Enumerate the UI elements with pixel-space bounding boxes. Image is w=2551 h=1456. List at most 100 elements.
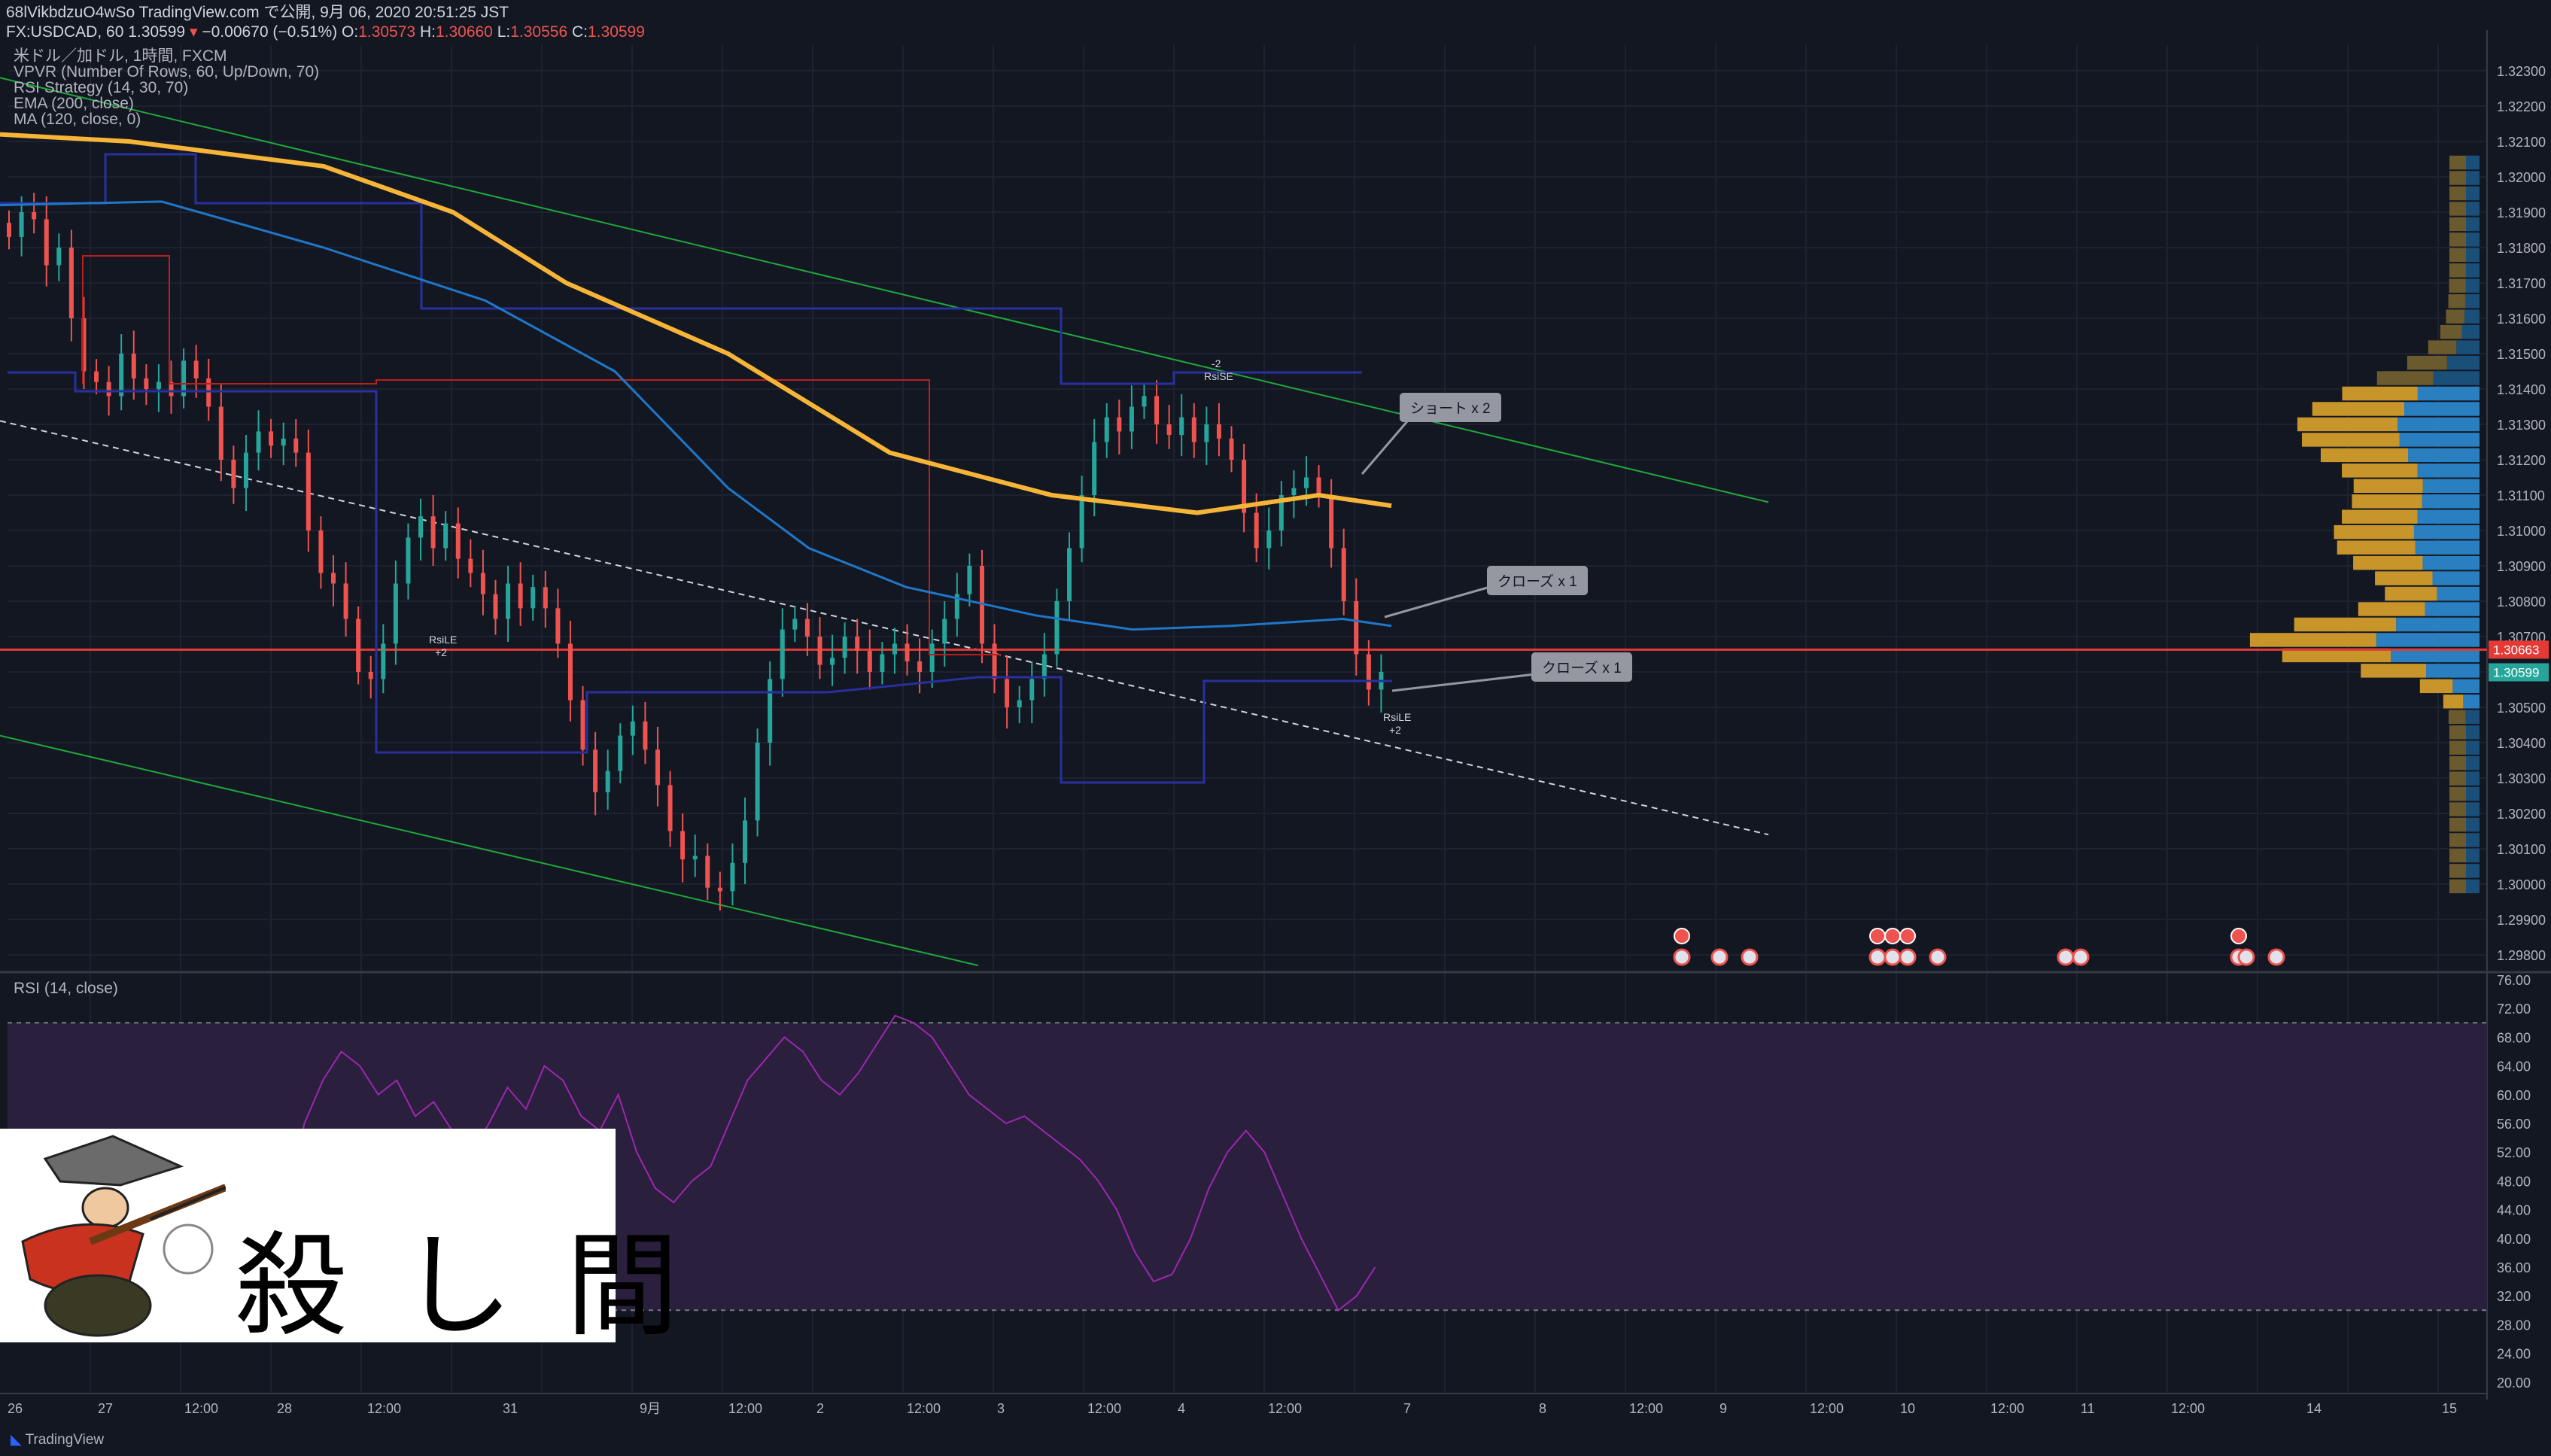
candle-body (880, 654, 885, 672)
legend-rsi-strategy[interactable]: RSI Strategy (14, 30, 70) (14, 79, 189, 96)
candle-body (643, 721, 648, 750)
annotation-short[interactable]: ショート x 2 (1400, 393, 1501, 422)
open-value: 1.30573 (358, 23, 416, 41)
change-value: −0.00670 (−0.51%) (202, 23, 338, 41)
vp-bar-down (2334, 524, 2414, 540)
gunner-icon (21, 1135, 227, 1337)
price-tick-label: 1.30200 (2497, 807, 2546, 822)
candle-body (430, 516, 436, 549)
vp-bar-down (2449, 248, 2466, 263)
tradingview-brand[interactable]: ◣ TradingView (11, 1431, 104, 1448)
rsi-tick-label: 28.00 (2497, 1318, 2531, 1333)
time-tick-label: 10 (1900, 1401, 1915, 1416)
rsi-tick-label: 64.00 (2497, 1059, 2531, 1075)
tradingview-icon: ◣ (11, 1432, 22, 1448)
price-tick-label: 1.31700 (2497, 276, 2546, 291)
time-tick-label: 12:00 (728, 1401, 762, 1416)
time-tick-label: 9 (1719, 1401, 1727, 1416)
event-marker-icon (1884, 948, 1902, 966)
candle-body (1092, 442, 1097, 495)
candle-body (618, 735, 623, 771)
rsi-pane-title[interactable]: RSI (14, close) (14, 980, 118, 997)
vp-bar-up (2413, 524, 2480, 540)
publisher-line: 68lVikbdzuO4wSo TradingView.com で公開, 9月 … (6, 4, 509, 21)
vp-bar-down (2449, 786, 2466, 801)
vp-bar-down (2342, 386, 2418, 401)
legend-symbol[interactable]: 米ドル／加ドル, 1時間, FXCM (14, 47, 227, 65)
candle-body (730, 862, 735, 892)
vp-bar-down (2449, 817, 2466, 832)
candle-body (905, 643, 910, 661)
vp-bar-up (2376, 633, 2480, 647)
event-marker-icon (1929, 948, 1947, 966)
price-tick-label: 1.30300 (2497, 771, 2546, 786)
rsile-label: RsiLE (429, 634, 457, 646)
channel-lower-line (0, 734, 979, 967)
candle-body (330, 573, 336, 584)
legend-ma[interactable]: MA (120, close, 0) (14, 111, 141, 128)
candle-body (768, 679, 773, 743)
vp-bar-up (2466, 848, 2480, 863)
legend-vpvr[interactable]: VPVR (Number Of Rows, 60, Up/Down, 70) (14, 63, 320, 81)
candle-body (929, 643, 935, 672)
vp-bar-up (2432, 571, 2480, 585)
vp-bar-up (2465, 725, 2480, 740)
vp-bar-up (2415, 540, 2480, 555)
time-tick-label: 7 (1403, 1401, 1411, 1416)
price-tick-label: 1.31300 (2497, 418, 2546, 433)
time-tick-label: 12:00 (1087, 1401, 1121, 1416)
candle-body (605, 771, 610, 792)
time-tick-label: 4 (1178, 1401, 1185, 1416)
candle-body (680, 831, 686, 860)
vp-bar-down (2385, 586, 2437, 601)
vp-bar-up (2465, 293, 2480, 309)
annotation-close-2[interactable]: クローズ x 1 (1531, 652, 1632, 682)
candle-body (804, 619, 810, 637)
vp-bar-up (2466, 171, 2480, 185)
vp-bar-up (2465, 278, 2480, 293)
candle-body (655, 749, 660, 786)
vp-bar-up (2425, 602, 2480, 616)
price-tick-label: 1.32000 (2497, 170, 2546, 185)
legend-ema[interactable]: EMA (200, close) (14, 95, 134, 112)
vp-bar-up (2466, 879, 2480, 894)
candle-body (7, 223, 11, 237)
vp-bar-up (2465, 217, 2480, 232)
candle-body (156, 381, 161, 389)
candle-body (343, 583, 348, 619)
channel-upper-line (0, 77, 1769, 503)
event-marker-icon (1868, 948, 1887, 966)
candle-body (1017, 700, 1022, 707)
vp-bar-up (2465, 263, 2480, 278)
candle-body (181, 360, 187, 397)
vp-bar-down (2449, 233, 2466, 247)
candle-body (1366, 654, 1371, 690)
candle-body (1104, 417, 1109, 442)
rsi-tick-label: 32.00 (2497, 1289, 2531, 1304)
time-tick-label: 28 (277, 1401, 292, 1416)
vp-bar-down (2353, 555, 2423, 570)
price-tick-label: 1.29800 (2497, 948, 2546, 963)
vp-bar-down (2449, 802, 2466, 816)
donchian-upper (0, 153, 1362, 385)
low-value: 1.30556 (510, 23, 568, 41)
vp-bar-down (2449, 263, 2466, 278)
indicator-legend: 米ドル／加ドル, 1時間, FXCM VPVR (Number Of Rows,… (14, 48, 319, 127)
vp-bar-down (2449, 278, 2466, 293)
vp-bar-down (2449, 833, 2466, 847)
vp-bar-down (2449, 771, 2466, 786)
candle-body (1054, 601, 1060, 655)
vp-bar-down (2249, 633, 2376, 647)
candle-body (243, 452, 248, 488)
vp-bar-down (2358, 602, 2425, 616)
vp-bar-down (2449, 171, 2466, 185)
price-label-red-bg (2489, 640, 2549, 659)
price-tick-label: 1.32300 (2497, 64, 2546, 79)
annotation-close-1[interactable]: クローズ x 1 (1487, 566, 1588, 595)
candle-body (368, 672, 373, 679)
candle-body (1303, 477, 1309, 488)
price-tick-label: 1.31900 (2497, 205, 2546, 220)
vp-bar-up (2391, 648, 2480, 663)
vp-bar-up (2466, 771, 2480, 786)
vp-bar-down (2320, 448, 2409, 463)
